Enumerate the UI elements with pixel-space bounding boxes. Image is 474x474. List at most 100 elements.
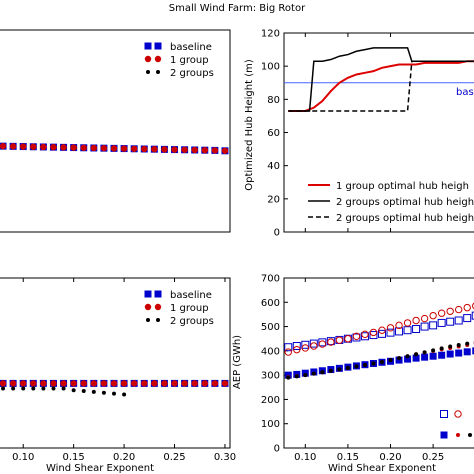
data-point <box>352 333 361 342</box>
data-point <box>310 342 318 350</box>
axes-frame <box>0 29 231 233</box>
data-point <box>412 325 421 333</box>
data-point <box>437 309 446 317</box>
data-point <box>354 364 359 369</box>
data-point <box>71 388 76 393</box>
data-point <box>369 328 378 337</box>
y-tick-label: 500 <box>261 322 280 333</box>
data-point <box>11 386 16 391</box>
data-point <box>318 340 327 348</box>
legend-marker <box>144 303 152 311</box>
data-point <box>9 143 17 150</box>
data-point <box>9 380 17 387</box>
x-tick-label: 0.20 <box>379 452 401 463</box>
data-point <box>429 321 438 330</box>
data-point <box>80 144 87 151</box>
data-point <box>31 386 36 391</box>
data-point <box>320 370 325 375</box>
data-point <box>386 328 395 337</box>
data-point <box>472 302 474 310</box>
y-tick-label: 200 <box>261 395 280 406</box>
data-point <box>110 380 118 387</box>
data-point <box>181 380 188 387</box>
data-point <box>20 143 27 150</box>
panel-bottom-left: Wind Shear Exponent 0.10 0.15 0.20 0.25 0.30… <box>0 277 236 474</box>
data-point <box>420 322 429 331</box>
data-point <box>284 348 292 356</box>
data-point <box>20 380 27 387</box>
data-point <box>301 340 310 349</box>
data-point <box>403 326 412 335</box>
y-tick-label: 100 <box>261 62 280 73</box>
legend-label: 1 group <box>170 303 209 314</box>
panel-top-right: Optimized Hub Height (m) bas 0 20 40 60 80 10… <box>244 29 474 239</box>
data-point <box>395 321 403 330</box>
data-point <box>50 143 57 151</box>
legend-marker <box>156 318 160 322</box>
data-point <box>100 380 108 387</box>
data-point <box>191 146 198 154</box>
baseline-annotation: bas <box>456 87 474 98</box>
legend-label: 2 groups <box>170 316 214 327</box>
data-point <box>130 380 138 387</box>
data-point <box>388 358 393 363</box>
data-point <box>60 144 67 151</box>
y-tick-label: 700 <box>261 274 280 285</box>
legend-marker <box>144 55 152 63</box>
data-point <box>345 365 350 370</box>
data-point <box>371 361 376 366</box>
data-point <box>471 311 474 320</box>
y-tick-label: 300 <box>261 371 280 382</box>
data-point <box>455 349 463 357</box>
xlabel-bottom-right: Wind Shear Exponent <box>328 463 436 474</box>
legend-marker <box>146 318 150 322</box>
data-point <box>30 143 37 150</box>
data-point <box>446 350 454 358</box>
data-point <box>1 386 6 391</box>
data-point <box>90 380 98 387</box>
x-tick-label: 0.15 <box>337 452 359 463</box>
legend-marker <box>440 431 448 439</box>
data-point <box>437 318 446 327</box>
x-tick-label: 0.10 <box>294 452 316 463</box>
data-point <box>439 346 444 351</box>
series-line <box>288 60 474 112</box>
y-tick-label: 60 <box>267 128 280 139</box>
data-point <box>201 380 208 387</box>
data-point <box>378 326 386 334</box>
series-line <box>288 47 474 112</box>
data-point <box>221 380 229 387</box>
legend-label: 2 groups <box>170 68 214 79</box>
data-point <box>171 380 178 387</box>
data-point <box>378 329 386 338</box>
data-point <box>100 144 108 152</box>
y-tick-label: 40 <box>267 161 280 172</box>
figure-title: Small Wind Farm: Big Rotor <box>169 3 306 14</box>
data-point <box>309 339 318 348</box>
data-point <box>414 352 419 357</box>
data-point <box>448 344 453 349</box>
data-point <box>130 145 138 152</box>
data-point <box>422 350 427 355</box>
data-point <box>454 305 463 314</box>
data-point <box>335 336 344 344</box>
data-point <box>171 146 178 153</box>
data-point <box>403 319 412 327</box>
data-point <box>465 341 470 346</box>
data-point <box>456 343 461 348</box>
data-point <box>446 307 454 315</box>
data-point <box>405 354 410 359</box>
legend-marker <box>454 410 462 418</box>
data-point <box>161 380 168 387</box>
data-point <box>40 380 47 387</box>
data-point <box>60 380 67 387</box>
data-point <box>70 380 77 387</box>
legend-marker <box>154 290 162 298</box>
x-tick-label: 0.20 <box>113 452 135 463</box>
data-point <box>420 314 429 323</box>
legend-marker <box>146 70 150 74</box>
data-point <box>221 147 229 154</box>
data-point <box>361 330 369 339</box>
data-point <box>120 145 128 152</box>
